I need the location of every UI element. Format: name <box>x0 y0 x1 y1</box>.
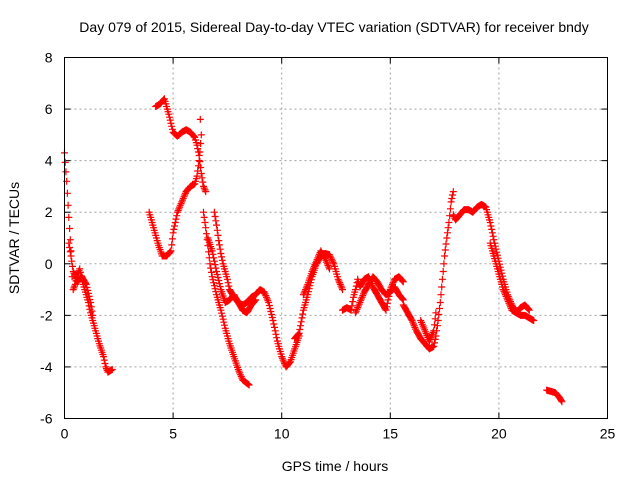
series-arc-2 <box>65 239 97 319</box>
series-arc-13 <box>417 309 440 345</box>
series-arc-11 <box>352 273 407 317</box>
plus-marker-trace <box>543 386 566 406</box>
y-tick-label: 0 <box>45 256 53 272</box>
plus-marker-trace <box>145 115 205 260</box>
x-tick-label: 5 <box>169 426 177 442</box>
plus-marker-trace <box>200 208 253 389</box>
y-tick-label: 8 <box>45 50 53 66</box>
plus-marker-trace <box>352 273 407 317</box>
plus-marker-trace <box>65 239 97 319</box>
series-arc-1 <box>61 149 116 376</box>
y-tick-label: -4 <box>40 359 53 375</box>
y-tick-label: -2 <box>40 307 53 323</box>
x-tick-label: 10 <box>274 426 290 442</box>
y-axis-label: SDTVAR / TECUs <box>6 182 22 294</box>
plus-marker-trace <box>417 309 440 345</box>
x-tick-label: 25 <box>600 426 616 442</box>
plot-frame <box>64 57 608 419</box>
data-points <box>61 95 566 406</box>
plus-marker-trace <box>61 149 116 376</box>
series-arc-15 <box>486 239 533 317</box>
y-tick-label: 4 <box>45 153 53 169</box>
y-tick-label: 2 <box>45 204 53 220</box>
plus-marker-trace <box>486 239 533 317</box>
tick-labels: 0 5 10 15 20 25 -6 -4 -2 0 2 4 6 8 <box>40 50 615 442</box>
plus-marker-trace <box>399 188 457 353</box>
series-arc-8 <box>291 250 346 343</box>
axis-ticks <box>64 57 608 419</box>
chart-title: Day 079 of 2015, Sidereal Day-to-day VTE… <box>79 19 588 35</box>
series-arc-4 <box>152 95 210 196</box>
x-tick-label: 15 <box>383 426 399 442</box>
series-arc-12 <box>399 188 457 353</box>
x-tick-label: 20 <box>491 426 507 442</box>
series-arc-5 <box>200 208 253 389</box>
x-axis-label: GPS time / hours <box>282 458 389 474</box>
plus-marker-trace <box>299 247 333 299</box>
x-tick-label: 0 <box>61 426 69 442</box>
plus-marker-trace <box>291 250 346 343</box>
y-tick-label: 6 <box>45 101 53 117</box>
series-arc-7 <box>210 208 260 317</box>
series-arc-3 <box>145 115 205 260</box>
grid-lines <box>64 57 608 419</box>
series-arc-16 <box>543 386 566 406</box>
plus-marker-trace <box>210 208 260 317</box>
plus-marker-trace <box>152 95 210 196</box>
series-arc-9 <box>299 247 333 299</box>
y-tick-label: -6 <box>40 411 53 427</box>
